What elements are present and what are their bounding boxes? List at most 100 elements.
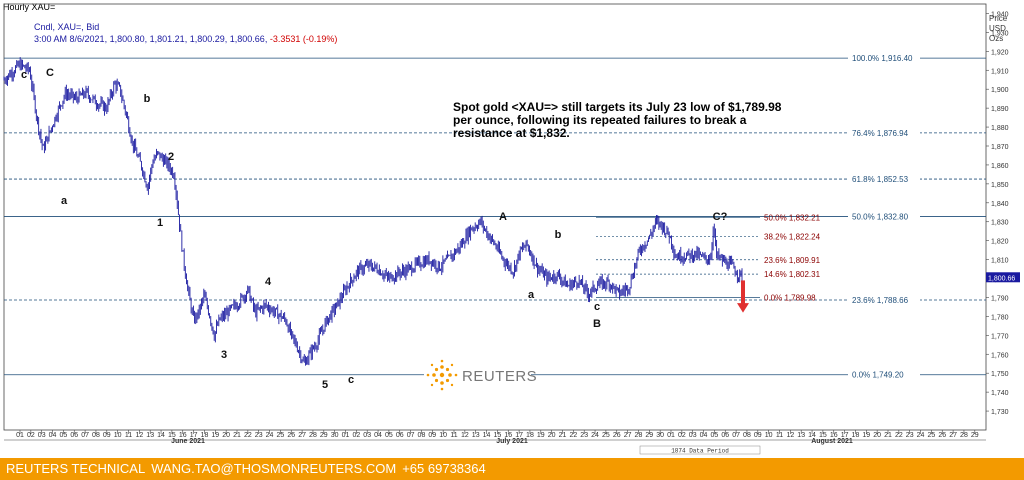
x-tick-label: 15: [168, 432, 176, 439]
y-tick-label: 1,880: [991, 125, 1009, 132]
x-tick-label: 01: [342, 432, 350, 439]
x-tick-label: 19: [537, 432, 545, 439]
wave-label: 4: [265, 276, 272, 288]
data-period-label: 1874 Data Period: [671, 448, 729, 455]
reuters-logo: REUTERS: [424, 354, 537, 396]
quote-close: 1,800.66: [229, 34, 265, 44]
x-tick-label: 11: [125, 432, 132, 439]
quote-change: -3.3531: [269, 34, 301, 44]
data-period-box: [639, 445, 761, 455]
x-tick-label: 15: [494, 432, 502, 439]
x-tick-label: 12: [135, 432, 143, 439]
fib-major-label: 61.8% 1,852.53: [852, 175, 909, 184]
price-chart: 1,730 1,740 1,750 1,760 1,770 1,780 1,790 1,800…: [3, 3, 1020, 455]
y-tick-label: 1,740: [991, 390, 1009, 397]
x-tick-label: 22: [244, 432, 252, 439]
quote-open: 1,800.80: [109, 34, 145, 44]
x-tick-label: 04: [374, 432, 382, 439]
x-tick-label: 17: [515, 432, 523, 439]
x-tick-label: 16: [179, 432, 187, 439]
x-tick-label: 18: [201, 432, 209, 439]
x-tick-label: 25: [928, 432, 936, 439]
y-tick-label: 1,780: [991, 314, 1009, 321]
y-tick-label: 1,870: [991, 144, 1009, 151]
x-tick-label: 09: [103, 432, 111, 439]
x-tick-label: 04: [700, 432, 708, 439]
y-tick-label: 1,860: [991, 163, 1009, 170]
footer-name: REUTERS TECHNICAL: [6, 461, 146, 476]
x-tick-label: 10: [114, 432, 122, 439]
price-axis-header-2: USD: [989, 24, 1006, 33]
wave-label: c: [348, 374, 354, 386]
x-tick-label: 23: [580, 432, 588, 439]
wave-label: a: [528, 289, 535, 301]
wave-label: 2: [168, 151, 174, 163]
wave-label: A: [499, 211, 507, 223]
fib-major-label-bg: [848, 126, 920, 138]
x-tick-label: 20: [873, 432, 881, 439]
x-tick-label: 07: [407, 432, 415, 439]
x-tick-label: 12: [461, 432, 469, 439]
footer-email: WANG.TAO@THOSMONREUTERS.COM: [151, 461, 397, 476]
x-tick-label: 17: [841, 432, 849, 439]
fib-minor-label: 0.0% 1,789.98: [764, 294, 816, 303]
x-tick-label: 20: [222, 432, 230, 439]
x-tick-label: 23: [906, 432, 914, 439]
x-tick-label: 24: [266, 432, 274, 439]
x-tick-label: 21: [884, 432, 892, 439]
quote-low: 1,800.29: [189, 34, 225, 44]
x-tick-label: 07: [732, 432, 740, 439]
reuters-logo-text: REUTERS: [462, 368, 538, 385]
x-month-label: June 2021: [171, 438, 205, 445]
wave-label: 3: [221, 349, 227, 361]
y-tick-label: 1,850: [991, 182, 1009, 189]
x-tick-label: 19: [211, 432, 219, 439]
x-tick-label: 02: [352, 432, 360, 439]
quote-line: 3:00 AM 8/6/2021, 1,800.80, 1,801.21, 1,…: [34, 34, 338, 44]
y-tick-label: 1,830: [991, 220, 1009, 227]
fib-major-label: 76.4% 1,876.94: [852, 129, 909, 138]
x-tick-label: 16: [504, 432, 512, 439]
window-title: Hourly XAU=: [3, 2, 56, 12]
x-tick-label: 24: [591, 432, 599, 439]
x-tick-label: 10: [439, 432, 447, 439]
x-tick-label: 21: [233, 432, 241, 439]
x-tick-label: 25: [277, 432, 285, 439]
x-tick-label: 18: [852, 432, 860, 439]
x-tick-label: 08: [743, 432, 751, 439]
x-tick-label: 17: [190, 432, 198, 439]
y-tick-label: 1,900: [991, 87, 1009, 94]
y-tick-label: 1,730: [991, 409, 1009, 416]
x-tick-label: 03: [363, 432, 371, 439]
x-tick-label: 27: [624, 432, 632, 439]
fib-major-label: 0.0% 1,749.20: [852, 371, 904, 380]
x-tick-label: 06: [396, 432, 404, 439]
y-tick-label: 1,750: [991, 371, 1009, 378]
wave-label: 5: [322, 379, 328, 391]
y-tick-label: 1,840: [991, 201, 1009, 208]
footer-bar: REUTERS TECHNICAL WANG.TAO@THOSMONREUTERS…: [0, 458, 1024, 480]
x-tick-label: 20: [548, 432, 556, 439]
quote-change-pct: (-0.19%): [302, 34, 338, 44]
current-price-label: 1,800.66: [988, 275, 1015, 282]
x-tick-label: 14: [157, 432, 165, 439]
analyst-comment: Spot gold <XAU=> still targets its July …: [453, 100, 782, 140]
y-tick-label: 1,930: [991, 30, 1009, 37]
fib-major-label: 23.6% 1,788.66: [852, 296, 909, 305]
x-tick-label: 02: [27, 432, 35, 439]
y-tick-label: 1,810: [991, 258, 1009, 265]
x-month-label: August 2021: [811, 438, 853, 445]
x-tick-label: 09: [754, 432, 762, 439]
x-tick-label: 21: [559, 432, 567, 439]
x-tick-label: 12: [786, 432, 794, 439]
x-tick-label: 13: [797, 432, 805, 439]
wave-label: C?: [713, 211, 728, 223]
wave-label: C: [46, 67, 54, 79]
x-tick-label: 03: [689, 432, 697, 439]
y-tick-label: 1,920: [991, 49, 1009, 56]
x-tick-label: 28: [960, 432, 968, 439]
x-tick-label: 11: [776, 432, 783, 439]
wave-label: c: [21, 69, 27, 81]
x-tick-label: 02: [678, 432, 686, 439]
y-tick-label: 1,770: [991, 333, 1009, 340]
